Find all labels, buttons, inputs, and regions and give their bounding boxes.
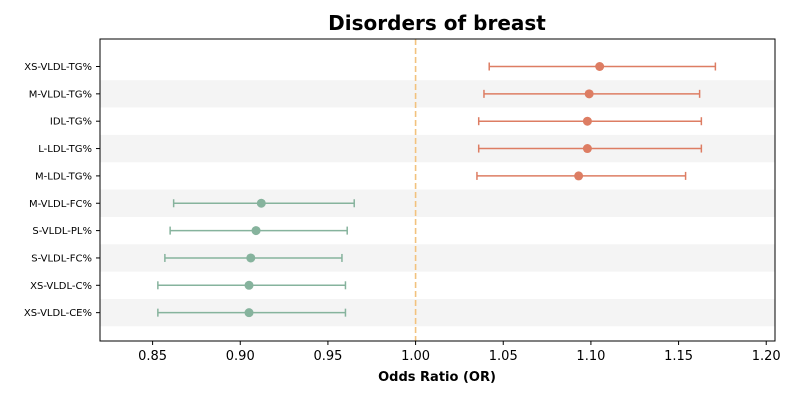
ci-row <box>477 116 703 126</box>
x-tick-label: 0.95 <box>313 349 342 364</box>
data-marks <box>157 62 717 318</box>
x-tick-label: 1.00 <box>401 349 430 364</box>
y-tick-label: XS-VLDL-TG% <box>24 62 92 73</box>
ci-row <box>476 171 687 181</box>
or-point <box>595 62 605 71</box>
y-tick-label: IDL-TG% <box>50 117 92 128</box>
ci-row <box>157 280 347 290</box>
x-tick-label: 1.20 <box>752 349 781 364</box>
y-tick-label: M-VLDL-TG% <box>29 89 92 100</box>
or-point <box>244 308 254 318</box>
x-tick-label: 0.85 <box>138 349 167 364</box>
y-tick-label: XS-VLDL-C% <box>30 281 92 292</box>
x-axis: 0.85 0.90 0.95 1.00 1.05 1.10 1.15 1.20 <box>138 341 781 364</box>
ci-row <box>172 198 355 208</box>
x-tick-label: 1.05 <box>489 349 518 364</box>
y-tick-label: M-LDL-TG% <box>35 171 92 182</box>
ci-row <box>488 62 717 71</box>
or-point <box>574 171 584 181</box>
ci-row <box>164 253 343 263</box>
or-point <box>582 144 592 154</box>
x-tick-label: 0.90 <box>226 349 255 364</box>
y-axis: XS-VLDL-TG% M-VLDL-TG% IDL-TG% L-LDL-TG% M-L… <box>24 62 100 319</box>
y-tick-label: S-VLDL-PL% <box>32 226 92 237</box>
y-tick-label: M-VLDL-FC% <box>29 199 92 210</box>
ci-row <box>157 308 347 318</box>
ci-row <box>483 89 701 99</box>
x-tick-label: 1.15 <box>664 349 693 364</box>
ci-row <box>169 226 348 236</box>
x-axis-label: Odds Ratio (OR) <box>378 370 496 385</box>
x-tick-label: 1.10 <box>576 349 605 364</box>
or-point <box>256 198 266 208</box>
or-point <box>244 280 254 290</box>
y-tick-label: S-VLDL-FC% <box>31 253 92 264</box>
or-point <box>584 89 594 99</box>
or-point <box>246 253 256 263</box>
or-point <box>582 116 592 126</box>
or-point <box>251 226 261 236</box>
chart-title: Disorders of breast <box>328 11 546 35</box>
ci-row <box>477 144 703 154</box>
y-tick-label: XS-VLDL-CE% <box>24 308 92 319</box>
y-tick-label: L-LDL-TG% <box>38 144 92 155</box>
plot-frame <box>99 38 776 342</box>
